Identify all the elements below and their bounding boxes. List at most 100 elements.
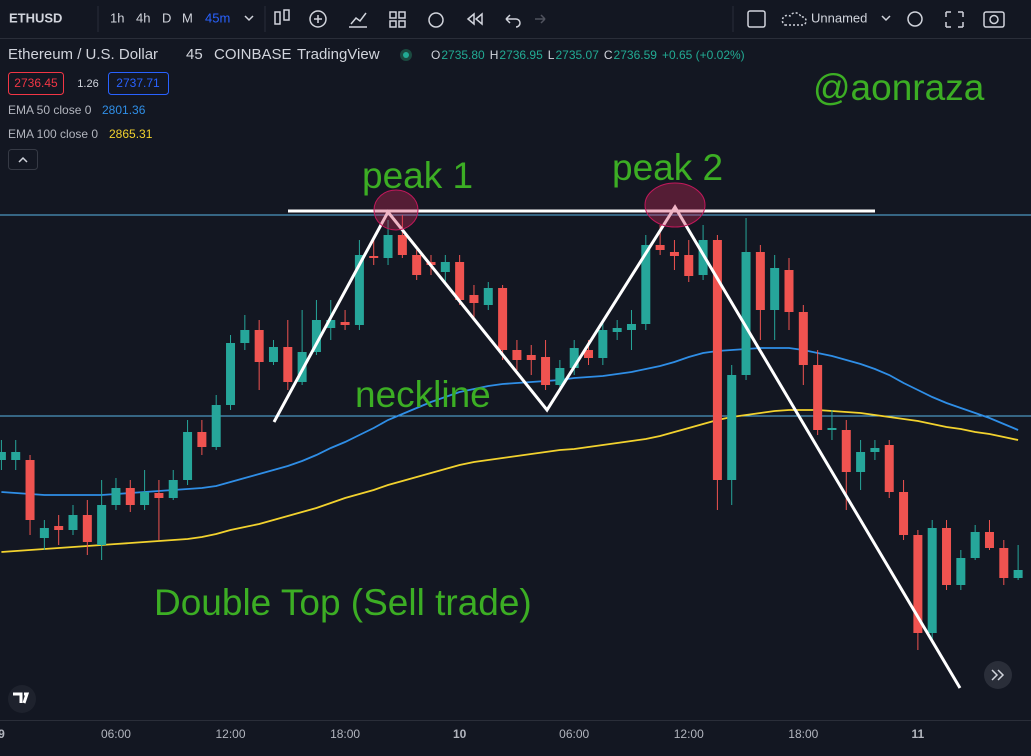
ask: 2737.71 xyxy=(116,76,160,90)
ohlc-change: +0.65 (+0.02%) xyxy=(662,48,745,62)
candle-body xyxy=(555,368,565,385)
annotation: peak 2 xyxy=(612,147,723,188)
candle-body xyxy=(326,320,336,328)
candle-body xyxy=(684,255,694,276)
candle-body xyxy=(927,528,937,633)
compare-icon[interactable] xyxy=(349,12,367,28)
interval-active[interactable]: 45m xyxy=(205,10,230,25)
undo-icon[interactable] xyxy=(505,14,521,28)
indicators-icon[interactable] xyxy=(309,10,327,28)
candle-body xyxy=(798,312,808,365)
layout-name[interactable]: Unnamed xyxy=(811,10,867,25)
candle-body xyxy=(870,448,880,452)
candle-body xyxy=(970,532,980,558)
candle-body xyxy=(354,255,364,325)
candle-body xyxy=(440,262,450,272)
ask-box[interactable] xyxy=(108,72,169,95)
candle-body xyxy=(741,252,751,375)
candle-body xyxy=(669,252,679,256)
candle-body xyxy=(612,328,622,332)
candle-body xyxy=(727,375,737,480)
candle-body xyxy=(226,343,236,405)
candle-body xyxy=(942,528,952,585)
cloud-icon xyxy=(781,12,807,26)
x-tick-label: 12:00 xyxy=(216,727,246,741)
candle-body xyxy=(698,240,708,275)
candle-body xyxy=(455,262,465,300)
plus xyxy=(314,15,322,23)
candle-body xyxy=(383,235,393,258)
candle-body xyxy=(211,405,221,447)
candle-body xyxy=(154,493,164,498)
alert-icon[interactable] xyxy=(428,12,444,28)
candle-body xyxy=(569,348,579,368)
screenshot-icon[interactable] xyxy=(983,11,1005,28)
interval[interactable]: D xyxy=(162,10,171,25)
candle-body xyxy=(111,488,121,505)
settings-icon[interactable] xyxy=(907,11,923,27)
candle-body xyxy=(884,445,894,492)
candle-body xyxy=(469,295,479,303)
templates-icon[interactable] xyxy=(389,11,406,28)
candle-body xyxy=(369,256,379,258)
bid-box[interactable] xyxy=(8,72,64,95)
select-icon[interactable] xyxy=(747,10,766,28)
ohlc-value: 2736.59 xyxy=(614,48,658,62)
x-tick-label: 06:00 xyxy=(101,727,131,741)
candle-body xyxy=(254,330,264,362)
interval[interactable]: M xyxy=(182,10,193,25)
ohlc-key: O xyxy=(431,48,440,62)
candle-body xyxy=(913,535,923,633)
candle-body xyxy=(841,430,851,472)
candle-body xyxy=(813,365,823,430)
watermark-handle: @aonraza xyxy=(813,67,985,108)
chevrons xyxy=(991,669,1005,681)
candle-body xyxy=(498,288,508,350)
candle-body xyxy=(412,255,422,275)
symbol[interactable]: ETHUSD xyxy=(9,10,62,25)
interval[interactable]: 4h xyxy=(136,10,150,25)
candle-body xyxy=(755,252,765,310)
candle-body xyxy=(0,452,6,460)
bid: 2736.45 xyxy=(14,76,58,90)
x-tick-label: 11 xyxy=(912,727,925,741)
candle-body xyxy=(168,480,178,498)
candle-body xyxy=(39,528,49,538)
chevron-up xyxy=(18,156,28,163)
candle-body xyxy=(999,548,1009,578)
candle-body xyxy=(984,532,994,548)
spread: 1.26 xyxy=(77,78,98,90)
x-tick-label: 9 xyxy=(0,727,5,741)
candle-body xyxy=(641,245,651,324)
replay-icon[interactable] xyxy=(466,12,483,26)
candle-body xyxy=(541,357,551,385)
candle-body xyxy=(340,322,350,325)
x-tick-label: 12:00 xyxy=(674,727,704,741)
ema-line xyxy=(1,409,1019,553)
x-tick-label: 06:00 xyxy=(559,727,589,741)
candle-body xyxy=(512,350,522,360)
candle-type-icon[interactable] xyxy=(274,9,290,25)
candle-body xyxy=(125,488,135,505)
candle-body xyxy=(82,515,92,542)
candle-body xyxy=(584,350,594,358)
interval[interactable]: 1h xyxy=(110,10,124,25)
candle-body xyxy=(140,492,150,505)
ohlc-key: C xyxy=(604,48,613,62)
dropdown-icon[interactable] xyxy=(881,15,891,22)
candle-body xyxy=(197,432,207,447)
dropdown-icon[interactable] xyxy=(244,15,254,22)
candle-body xyxy=(1013,570,1023,578)
indicator-name: EMA 100 close 0 xyxy=(8,127,98,141)
zigzag-line xyxy=(272,204,962,689)
annotation: neckline xyxy=(355,374,491,415)
candle-body xyxy=(283,347,293,382)
fullscreen-icon[interactable] xyxy=(945,11,964,28)
collapse-button[interactable] xyxy=(8,149,38,170)
peak-marker xyxy=(373,189,419,231)
plot-area xyxy=(0,214,1031,650)
redo-icon[interactable] xyxy=(535,14,546,24)
x-tick-label: 10 xyxy=(453,727,467,741)
candle-body xyxy=(827,428,837,430)
